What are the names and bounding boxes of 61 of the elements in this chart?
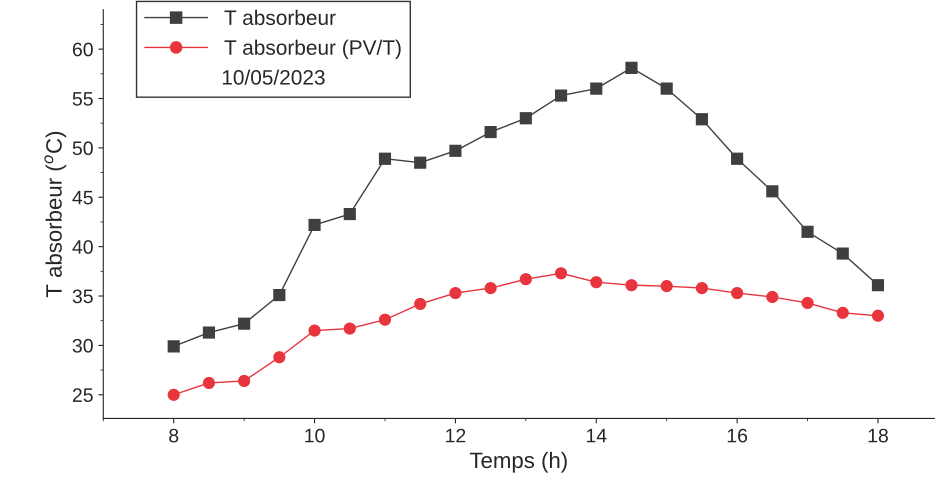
legend-label: T absorbeur (PV/T) (224, 40, 401, 60)
y-axis-title: T absorbeur ($^{o}$C) (44, 132, 66, 298)
point (590, 276, 602, 288)
y-tick-label: 25 (72, 388, 93, 402)
point (554, 267, 568, 280)
legend-label: T absorbeur (224, 10, 336, 26)
point (872, 279, 884, 292)
point (625, 62, 638, 74)
point (202, 376, 216, 389)
point (766, 290, 778, 304)
point (378, 152, 392, 165)
point (731, 152, 744, 165)
point (238, 374, 250, 388)
point (836, 306, 849, 319)
x-tick-label: 16 (728, 428, 748, 442)
point (414, 298, 426, 310)
x-tick-label: 12 (446, 428, 466, 442)
point (484, 126, 497, 138)
point (590, 82, 602, 95)
y-tick-label: 45 (72, 190, 93, 204)
point (449, 144, 462, 157)
point (273, 288, 286, 302)
point (449, 286, 462, 300)
point (308, 324, 321, 337)
x-tick-label: 14 (586, 428, 607, 442)
point (625, 279, 638, 292)
y-tick-label: 30 (72, 338, 93, 353)
point (414, 156, 426, 169)
point (696, 113, 708, 126)
point (872, 310, 884, 322)
x-tick-label: 18 (868, 428, 888, 442)
y-tick-label: 50 (72, 141, 93, 156)
point (378, 314, 392, 326)
point (344, 208, 356, 220)
x-axis-title: Temps (h) (470, 452, 567, 473)
point (168, 340, 180, 352)
point (801, 226, 814, 238)
point (308, 218, 321, 231)
point (520, 112, 532, 124)
point (660, 280, 673, 292)
point (168, 388, 180, 401)
point (238, 318, 250, 330)
point (273, 351, 286, 364)
y-tick-label: 60 (72, 42, 93, 56)
y-tick-label: 40 (72, 240, 93, 254)
y-tick-label: 55 (72, 92, 93, 106)
point (731, 286, 744, 300)
point (520, 273, 532, 286)
legend-title: 10/05/2023 (222, 69, 325, 85)
point (344, 322, 356, 335)
x-tick-label: 10 (305, 428, 325, 442)
point (202, 326, 216, 339)
point (801, 296, 814, 309)
point (766, 185, 778, 198)
point (660, 82, 673, 95)
point (484, 282, 497, 294)
y-tick-label: 35 (72, 289, 93, 304)
x-tick-label: 8 (169, 428, 178, 442)
point (554, 89, 568, 102)
point (836, 247, 849, 260)
point (696, 282, 708, 294)
